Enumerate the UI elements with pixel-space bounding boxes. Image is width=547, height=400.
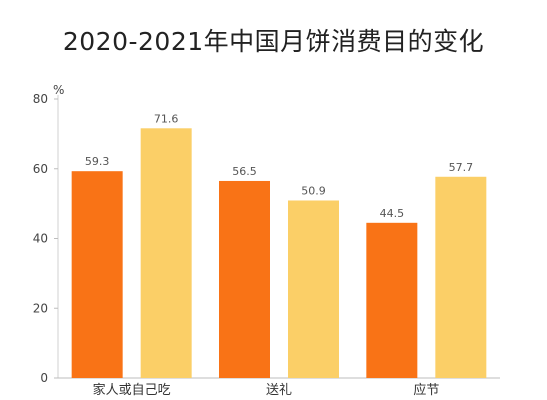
bar[interactable] (140, 128, 192, 378)
data-label: 59.3 (85, 155, 110, 168)
bar[interactable] (71, 171, 123, 378)
bar[interactable] (288, 200, 339, 378)
y-tick-label: 60 (33, 162, 48, 176)
x-tick-label: 送礼 (266, 382, 292, 398)
y-tick-label: 40 (33, 232, 48, 246)
x-tick-label: 应节 (413, 382, 439, 398)
data-label: 71.6 (154, 112, 179, 125)
bar[interactable] (219, 180, 270, 378)
x-tick-label: 家人或自己吃 (93, 382, 171, 398)
data-label: 50.9 (301, 184, 326, 197)
y-tick-label: 80 (33, 92, 48, 106)
data-label: 44.5 (380, 207, 405, 220)
bar[interactable] (435, 176, 487, 378)
data-label: 57.7 (449, 161, 474, 174)
y-unit-label: % (53, 83, 64, 97)
chart-title: 2020-2021年中国月饼消费目的变化 (62, 27, 485, 56)
y-tick-label: 0 (40, 371, 48, 385)
y-tick-label: 20 (33, 301, 48, 315)
data-label: 56.5 (232, 165, 257, 178)
bar[interactable] (366, 222, 418, 378)
